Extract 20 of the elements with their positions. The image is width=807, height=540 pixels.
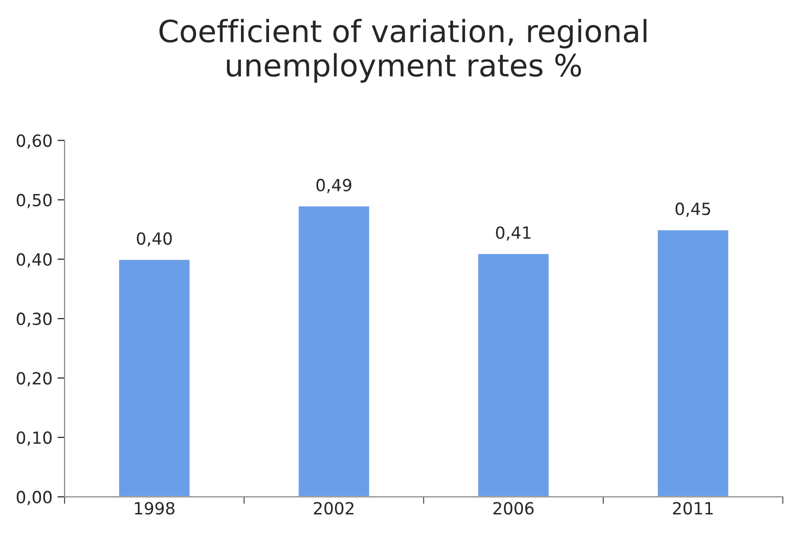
chart-title: Coefficient of variation, regional unemployment rates % <box>159 18 646 83</box>
x-tick-label: 1998 <box>134 502 174 515</box>
y-tick-label: 0,50 <box>16 194 52 208</box>
x-tick-label: 2002 <box>314 502 354 515</box>
y-tick-label: 0,00 <box>16 490 52 506</box>
data-label: 0,40 <box>136 232 172 247</box>
data-label: 0,45 <box>676 202 710 217</box>
bar <box>297 205 371 497</box>
data-label: 0,49 <box>316 178 352 194</box>
bar <box>476 252 550 497</box>
x-tick-label: 2006 <box>493 502 534 515</box>
y-tick-label: 0,60 <box>16 134 52 149</box>
y-tick-label: 0,20 <box>16 372 52 386</box>
y-tick-label: 0,40 <box>16 253 52 268</box>
y-tick-label: 0,10 <box>16 431 52 446</box>
bar <box>656 228 730 497</box>
bar <box>118 258 191 497</box>
data-label: 0,41 <box>496 226 530 241</box>
x-tick-label: 2011 <box>673 502 713 515</box>
y-tick-label: 0,30 <box>16 312 52 327</box>
